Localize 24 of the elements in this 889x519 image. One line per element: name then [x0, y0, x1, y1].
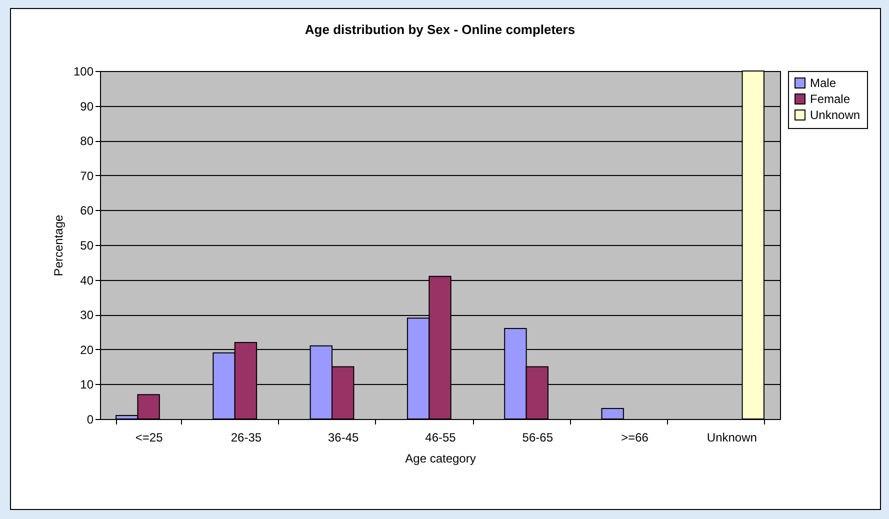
legend-label: Male [810, 76, 836, 90]
y-tick-label: 70 [80, 168, 94, 183]
y-tick-label: 30 [80, 308, 94, 322]
x-tick-label: >=66 [621, 430, 649, 444]
x-tick-label: <=25 [135, 430, 164, 444]
y-tick-label: 100 [73, 64, 94, 78]
y-tick-label: 20 [80, 342, 94, 357]
x-tick-label: 56-65 [522, 430, 554, 444]
x-tick-label: Unknown [706, 430, 757, 444]
y-tick-label: 0 [86, 412, 94, 426]
y-tick-label: 40 [80, 273, 94, 288]
x-tick-label: 46-55 [425, 430, 456, 444]
y-tick-label: 90 [80, 99, 94, 114]
x-tick-label: 26-35 [230, 430, 262, 444]
x-tick-label: 36-45 [328, 430, 360, 444]
legend-label: Female [810, 92, 850, 106]
y-tick-label: 60 [80, 204, 94, 218]
y-tick-label: 10 [80, 378, 94, 392]
x-axis-title: Age category [405, 452, 476, 466]
y-axis-title: Percentage [51, 214, 66, 276]
legend-label: Unknown [810, 108, 860, 122]
chart-title: Age distribution by Sex - Online completers [304, 22, 576, 37]
y-tick-label: 80 [80, 134, 94, 148]
y-tick-label: 50 [80, 238, 94, 252]
